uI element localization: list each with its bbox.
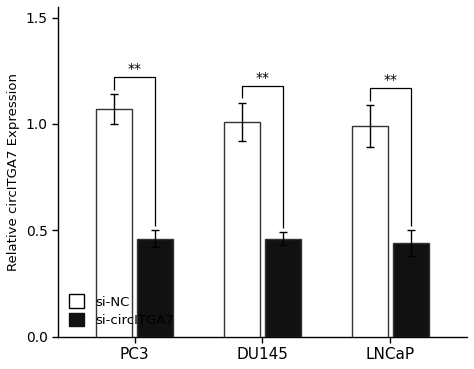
Text: **: **: [255, 70, 270, 85]
Bar: [265, 239, 301, 337]
Legend: si-NC, si-circITGA7: si-NC, si-circITGA7: [69, 294, 174, 327]
Bar: [96, 109, 132, 337]
Bar: [393, 243, 428, 337]
Bar: [137, 239, 173, 337]
Y-axis label: Relative circITGA7 Expression: Relative circITGA7 Expression: [7, 73, 20, 271]
Bar: [352, 126, 388, 337]
Text: **: **: [383, 73, 397, 87]
Text: **: **: [128, 62, 142, 76]
Bar: [224, 122, 260, 337]
